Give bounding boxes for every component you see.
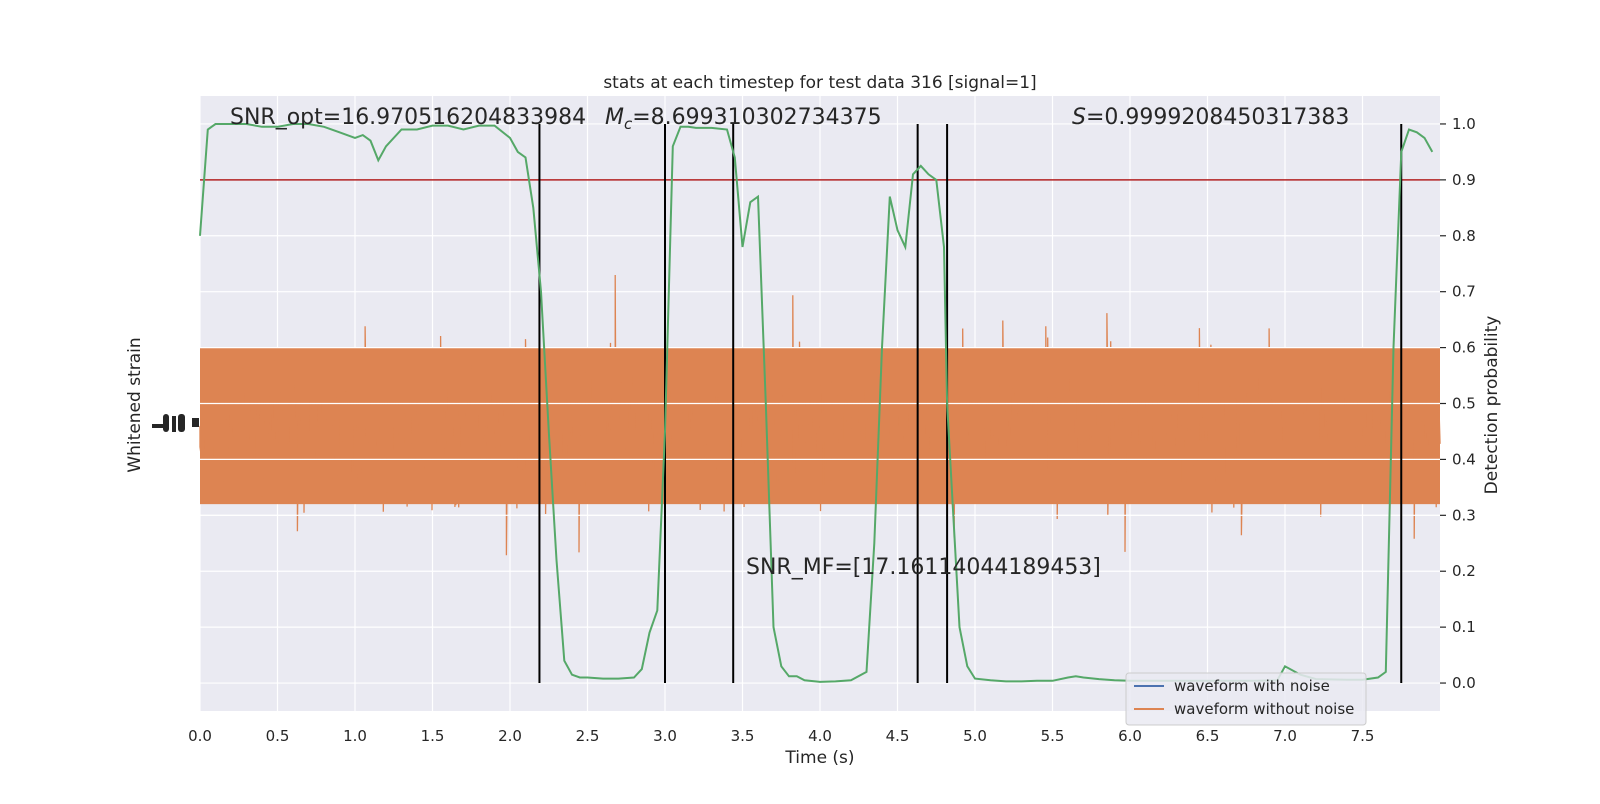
y-tick-label-9: 0.9: [1452, 171, 1476, 189]
snr-mf-annotation: SNR_MF=[17.16114044189453]: [746, 555, 1101, 580]
x-tick-label-0: 0.0: [188, 727, 212, 745]
legend-label-without-noise: waveform without noise: [1174, 700, 1354, 718]
x-tick-label-1: 0.5: [266, 727, 290, 745]
noise-layer: [199, 274, 1441, 556]
y-tick-label-8: 0.8: [1452, 227, 1476, 245]
chirp-mass-symbol: M: [605, 105, 624, 130]
y-right-axis-title: Detection probability: [1482, 316, 1502, 495]
y-tick-label-2: 0.2: [1452, 562, 1476, 580]
y-left-axis-title: Whitened strain: [125, 337, 145, 472]
y-tick-label-5: 0.5: [1452, 395, 1476, 413]
left-axis-glyph: [152, 414, 199, 432]
x-tick-label-15: 7.5: [1351, 727, 1375, 745]
chirp-mass-value: =8.699310302734375: [632, 105, 881, 130]
legend-label-with-noise: waveform with noise: [1174, 677, 1330, 695]
vertical-lines-layer: [538, 123, 1403, 684]
y-right-tick-labels: 0.0 0.1 0.2 0.3 0.4 0.5 0.6 0.7 0.8 0.9 1.0: [1440, 115, 1476, 692]
x-tick-label-8: 4.0: [808, 727, 832, 745]
score-value: =0.9999208450317383: [1086, 105, 1349, 130]
x-tick-label-2: 1.0: [343, 727, 367, 745]
x-tick-label-4: 2.0: [498, 727, 522, 745]
x-tick-label-11: 5.5: [1041, 727, 1065, 745]
chart-title: stats at each timestep for test data 316…: [603, 73, 1036, 93]
chirp-mass-annotation: Mc=8.699310302734375: [605, 105, 882, 133]
y-tick-label-6: 0.6: [1452, 339, 1476, 357]
x-tick-label-9: 4.5: [886, 727, 910, 745]
legend: waveform with noise waveform without noi…: [1125, 672, 1367, 726]
x-tick-label-12: 6.0: [1118, 727, 1142, 745]
x-axis-title: Time (s): [784, 748, 854, 768]
x-tick-label-7: 3.5: [731, 727, 755, 745]
snr-opt-annotation: SNR_opt=16.970516204833984: [230, 105, 586, 130]
y-tick-label-1: 0.1: [1452, 618, 1476, 636]
x-tick-label-3: 1.5: [421, 727, 445, 745]
x-tick-label-10: 5.0: [963, 727, 987, 745]
x-tick-label-14: 7.0: [1273, 727, 1297, 745]
x-tick-label-6: 3.0: [653, 727, 677, 745]
y-tick-label-4: 0.4: [1452, 450, 1476, 468]
chirp-mass-subscript: c: [624, 115, 633, 133]
score-symbol: S: [1072, 105, 1086, 130]
legend-box: [1125, 672, 1367, 726]
y-tick-label-3: 0.3: [1452, 506, 1476, 524]
y-tick-label-10: 1.0: [1452, 115, 1476, 133]
x-tick-label-5: 2.5: [576, 727, 600, 745]
y-tick-label-7: 0.7: [1452, 283, 1476, 301]
score-annotation: S=0.9999208450317383: [1072, 105, 1349, 130]
x-tick-labels: 0.0 0.5 1.0 1.5 2.0 2.5 3.0 3.5 4.0 4.5 5.0 5.5 6.0 6…: [188, 727, 1374, 745]
x-tick-label-13: 6.5: [1196, 727, 1220, 745]
waveform-without-noise-trace: [199, 274, 1441, 556]
y-tick-label-0: 0.0: [1452, 674, 1476, 692]
